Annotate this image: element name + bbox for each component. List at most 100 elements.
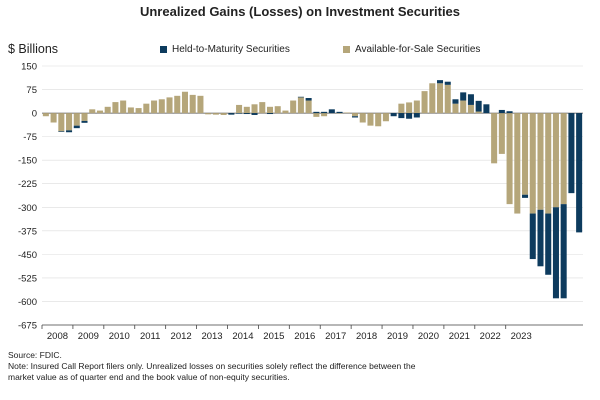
y-tick-label: -75: [23, 132, 37, 143]
afs-bar: [66, 113, 73, 131]
afs-bar: [421, 91, 428, 114]
afs-bar: [58, 113, 65, 132]
x-tick-label: 2010: [109, 331, 130, 342]
htm-bar: [313, 111, 320, 114]
htm-bar: [552, 207, 559, 299]
afs-bar: [282, 110, 289, 114]
afs-bar: [491, 113, 498, 164]
htm-bar: [560, 204, 567, 299]
afs-bar: [143, 103, 150, 114]
afs-bar: [266, 106, 274, 114]
afs-bar: [514, 113, 521, 214]
x-tick-label: 2014: [232, 331, 253, 342]
afs-bar: [351, 113, 359, 117]
y-tick-label: -600: [18, 297, 37, 308]
htm-bar: [437, 80, 444, 84]
x-tick-label: 2020: [418, 331, 439, 342]
afs-bar: [112, 102, 119, 114]
htm-bar: [475, 100, 482, 112]
htm-bar: [568, 113, 575, 194]
y-tick-label: -150: [18, 156, 37, 167]
afs-bar: [251, 104, 258, 114]
x-tick-label: 2015: [263, 331, 284, 342]
y-axis-unit-label: $ Billions: [8, 42, 59, 56]
y-tick-label: 0: [32, 109, 37, 120]
htm-bar: [483, 104, 490, 114]
afs-bar: [344, 112, 351, 114]
x-tick-label: 2017: [325, 331, 346, 342]
y-tick-label: -225: [18, 179, 37, 190]
x-tick-label: 2008: [47, 331, 68, 342]
afs-bar: [560, 113, 567, 205]
htm-bar: [73, 125, 80, 129]
htm-bar: [406, 113, 413, 119]
htm-bar: [413, 113, 420, 118]
htm-bar: [444, 81, 451, 85]
y-tick-label: -300: [18, 203, 37, 214]
afs-bar: [220, 113, 227, 115]
htm-bar: [321, 111, 328, 114]
afs-bar: [212, 113, 219, 115]
htm-bar: [66, 130, 73, 133]
y-tick-label: -450: [18, 250, 37, 261]
htm-bar: [460, 92, 467, 101]
x-tick-label: 2021: [449, 331, 470, 342]
afs-bar: [236, 104, 243, 114]
note-line-2: market value as of quarter end and the b…: [8, 372, 290, 382]
afs-bar: [467, 104, 474, 114]
source-note: Source: FDIC.: [8, 350, 62, 360]
x-tick-label: 2018: [356, 331, 377, 342]
x-tick-label: 2022: [480, 331, 501, 342]
afs-bar: [189, 94, 196, 114]
afs-bar: [460, 100, 467, 114]
x-tick-label: 2023: [511, 331, 532, 342]
chart-title: Unrealized Gains (Losses) on Investment …: [139, 4, 461, 19]
x-tick-label: 2013: [201, 331, 222, 342]
afs-bar: [89, 109, 96, 114]
htm-bar: [529, 213, 536, 260]
afs-bar: [197, 95, 204, 114]
afs-bar: [545, 113, 552, 214]
htm-bar: [336, 111, 343, 114]
htm-bar: [398, 113, 405, 119]
afs-bar: [297, 97, 304, 114]
afs-bar: [537, 113, 544, 210]
htm-bar: [228, 113, 235, 115]
afs-bar: [243, 106, 250, 114]
afs-bar: [498, 113, 505, 154]
htm-bar: [506, 111, 513, 114]
afs-bar: [42, 113, 49, 117]
afs-bar: [382, 113, 389, 122]
afs-bar: [174, 95, 181, 114]
y-tick-label: -375: [18, 226, 37, 237]
y-tick-label: -525: [18, 273, 37, 284]
afs-bar: [321, 113, 328, 117]
afs-bar: [429, 83, 436, 114]
y-tick-label: 75: [26, 85, 37, 96]
htm-bar: [328, 109, 335, 114]
x-tick-label: 2016: [294, 331, 315, 342]
afs-bar: [166, 97, 173, 114]
htm-bar: [236, 113, 243, 114]
afs-bar: [120, 100, 127, 114]
afs-bar: [506, 113, 513, 205]
htm-bar: [452, 99, 459, 104]
afs-bar: [336, 113, 343, 114]
htm-bar: [537, 209, 544, 267]
afs-bar: [452, 103, 459, 114]
htm-bar: [522, 194, 529, 198]
htm-bar: [243, 113, 250, 115]
afs-bar: [367, 113, 374, 126]
afs-bar: [274, 106, 281, 114]
htm-bar: [576, 113, 583, 233]
htm-bar: [251, 113, 258, 115]
htm-bar: [81, 120, 88, 123]
afs-bar: [375, 113, 382, 127]
legend-label-held-to-maturity: Held-to-Maturity Securities: [172, 44, 290, 55]
htm-bar: [297, 96, 304, 98]
htm-bar: [58, 131, 65, 132]
note-line-1: Note: Insured Call Report filers only. U…: [8, 361, 416, 371]
afs-bar: [398, 103, 405, 114]
y-tick-label: -675: [18, 321, 37, 332]
